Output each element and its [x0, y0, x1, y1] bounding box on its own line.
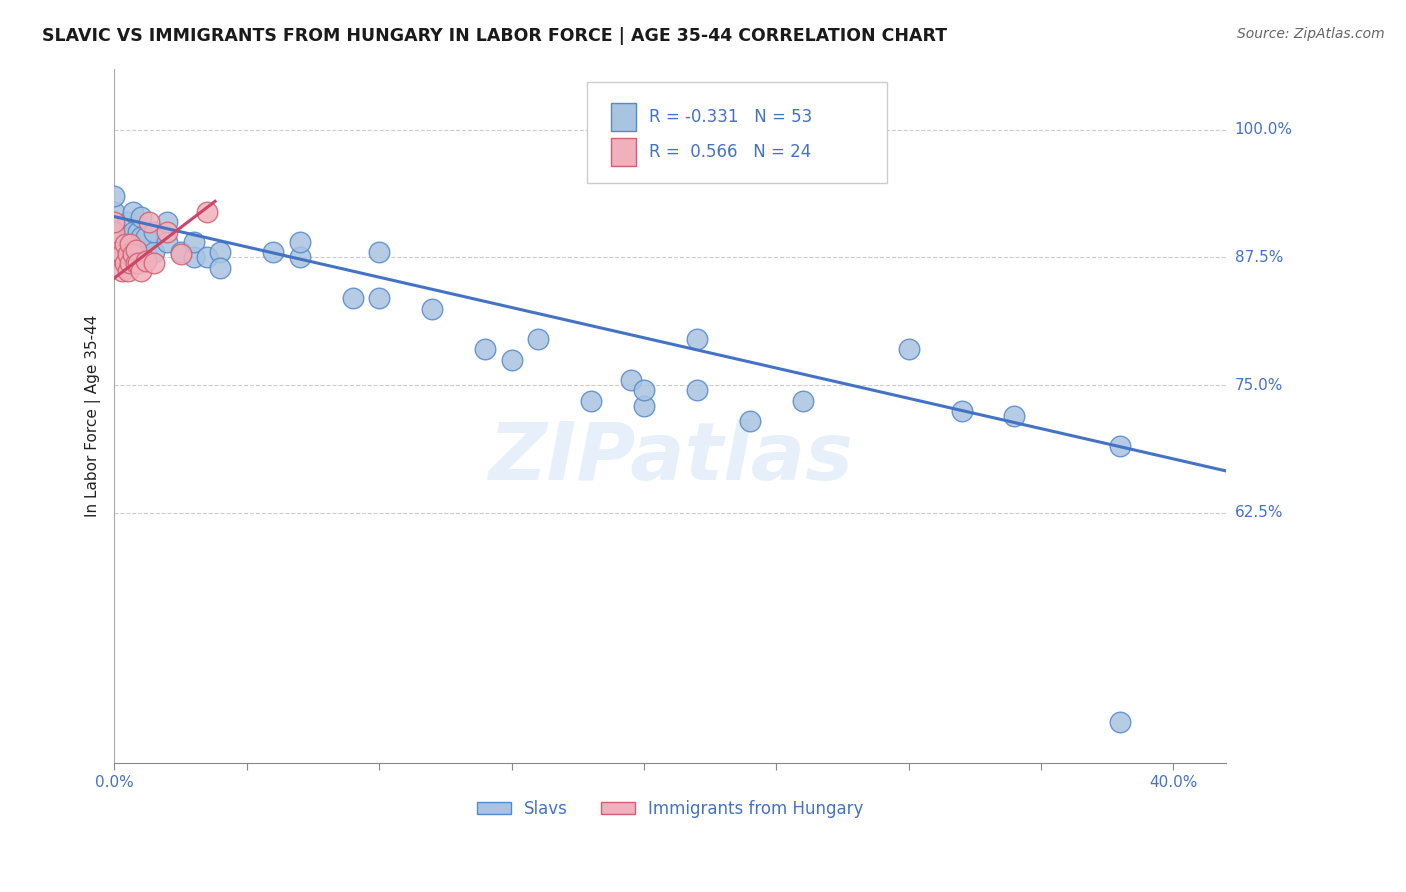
Text: 62.5%: 62.5%: [1234, 506, 1284, 520]
Point: [633, 384, 655, 398]
FancyBboxPatch shape: [612, 138, 636, 166]
Point: [620, 373, 643, 387]
Point: [209, 245, 232, 260]
Point: [124, 251, 146, 265]
Text: 87.5%: 87.5%: [1234, 250, 1282, 265]
Point: [129, 230, 152, 244]
Point: [195, 251, 218, 265]
Point: [950, 403, 973, 417]
Point: [169, 247, 191, 261]
Point: [1109, 715, 1132, 730]
Y-axis label: In Labor Force | Age 35-44: In Labor Force | Age 35-44: [86, 315, 101, 517]
Point: [138, 215, 160, 229]
Point: [117, 240, 139, 254]
Point: [897, 343, 920, 357]
Point: [127, 225, 149, 239]
Point: [686, 332, 709, 346]
Point: [156, 235, 179, 249]
Point: [342, 291, 364, 305]
Point: [103, 245, 125, 260]
Point: [111, 247, 134, 261]
Text: R = -0.331   N = 53: R = -0.331 N = 53: [650, 108, 813, 126]
Point: [527, 332, 550, 346]
Text: 75.0%: 75.0%: [1234, 377, 1282, 392]
Point: [135, 253, 157, 268]
Point: [103, 189, 125, 203]
Point: [120, 230, 142, 244]
Text: 100.0%: 100.0%: [1234, 122, 1292, 137]
Point: [195, 204, 218, 219]
Point: [124, 255, 146, 269]
Legend: Slavs, Immigrants from Hungary: Slavs, Immigrants from Hungary: [471, 793, 870, 824]
Point: [368, 245, 391, 260]
Point: [792, 393, 814, 408]
Point: [288, 235, 311, 249]
Text: R =  0.566   N = 24: R = 0.566 N = 24: [650, 143, 811, 161]
Point: [288, 251, 311, 265]
Point: [111, 264, 134, 278]
Point: [120, 251, 142, 265]
Point: [120, 255, 142, 269]
FancyBboxPatch shape: [586, 82, 887, 183]
Point: [127, 255, 149, 269]
Point: [262, 245, 284, 260]
FancyBboxPatch shape: [612, 103, 636, 131]
Point: [579, 393, 602, 408]
Point: [686, 384, 709, 398]
Point: [209, 260, 232, 275]
Point: [129, 210, 152, 224]
Point: [143, 245, 166, 260]
Text: ZIPatlas: ZIPatlas: [488, 418, 853, 497]
Point: [103, 219, 125, 234]
Point: [474, 343, 496, 357]
Point: [1004, 409, 1026, 423]
Point: [122, 204, 145, 219]
Text: SLAVIC VS IMMIGRANTS FROM HUNGARY IN LABOR FORCE | AGE 35-44 CORRELATION CHART: SLAVIC VS IMMIGRANTS FROM HUNGARY IN LAB…: [42, 27, 948, 45]
Point: [183, 251, 205, 265]
Point: [103, 235, 125, 249]
Point: [368, 291, 391, 305]
Point: [129, 264, 152, 278]
Point: [103, 225, 125, 239]
Point: [129, 245, 152, 260]
Point: [122, 245, 145, 260]
Point: [169, 245, 191, 260]
Point: [114, 255, 136, 269]
Point: [103, 245, 125, 260]
Point: [183, 235, 205, 249]
Point: [420, 301, 443, 316]
Point: [1109, 440, 1132, 454]
Point: [103, 251, 125, 265]
Point: [633, 399, 655, 413]
Point: [124, 244, 146, 258]
Point: [738, 414, 761, 428]
Point: [135, 245, 157, 260]
Point: [122, 225, 145, 239]
Point: [124, 240, 146, 254]
Point: [103, 235, 125, 249]
Point: [117, 247, 139, 261]
Point: [114, 237, 136, 252]
Point: [103, 204, 125, 219]
Point: [135, 230, 157, 244]
Point: [120, 237, 142, 252]
Text: Source: ZipAtlas.com: Source: ZipAtlas.com: [1237, 27, 1385, 41]
Point: [103, 215, 125, 229]
Point: [143, 225, 166, 239]
Point: [117, 215, 139, 229]
Point: [156, 215, 179, 229]
Point: [143, 255, 166, 269]
Point: [117, 264, 139, 278]
Point: [501, 352, 523, 367]
Point: [122, 247, 145, 261]
Point: [156, 225, 179, 239]
